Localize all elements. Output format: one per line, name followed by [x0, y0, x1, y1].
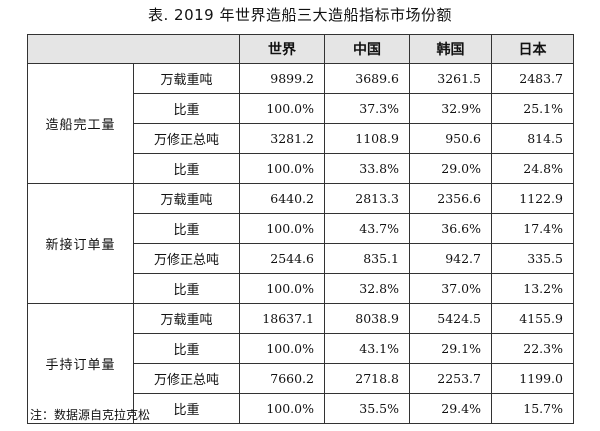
metric-label: 比重 — [133, 393, 240, 424]
value-cell: 37.3% — [324, 93, 410, 124]
value-cell: 4155.9 — [491, 303, 574, 334]
metric-label: 万修正总吨 — [133, 363, 240, 394]
table-row: 比重 100.0% 37.3% 32.9% 25.1% — [28, 93, 574, 124]
value-cell: 835.1 — [324, 243, 410, 274]
metric-label: 万载重吨 — [133, 303, 240, 334]
value-cell: 2253.7 — [409, 363, 492, 394]
metric-label: 比重 — [133, 93, 240, 124]
value-cell: 13.2% — [491, 273, 574, 304]
metric-label: 比重 — [133, 153, 240, 184]
metric-label: 比重 — [133, 273, 240, 304]
header-corner — [27, 34, 240, 64]
value-cell: 814.5 — [491, 123, 574, 154]
value-cell: 2544.6 — [239, 243, 325, 274]
metric-label: 万修正总吨 — [133, 243, 240, 274]
column-header: 日本 — [491, 34, 574, 64]
value-cell: 29.0% — [409, 153, 492, 184]
column-header: 中国 — [324, 34, 410, 64]
value-cell: 24.8% — [491, 153, 574, 184]
value-cell: 2813.3 — [324, 183, 410, 214]
group-label: 手持订单量 — [27, 303, 134, 424]
value-cell: 25.1% — [491, 93, 574, 124]
value-cell: 9899.2 — [239, 63, 325, 94]
value-cell: 100.0% — [239, 93, 325, 124]
value-cell: 29.4% — [409, 393, 492, 424]
group-label: 新接订单量 — [27, 183, 134, 304]
value-cell: 950.6 — [409, 123, 492, 154]
value-cell: 100.0% — [239, 273, 325, 304]
value-cell: 1108.9 — [324, 123, 410, 154]
value-cell: 2718.8 — [324, 363, 410, 394]
value-cell: 29.1% — [409, 333, 492, 364]
table-row: 比重 100.0% 35.5% 29.4% 15.7% — [28, 393, 574, 424]
value-cell: 7660.2 — [239, 363, 325, 394]
table-row: 万修正总吨 3281.2 1108.9 950.6 814.5 — [28, 123, 574, 154]
column-header: 世界 — [239, 34, 325, 64]
metric-label: 万修正总吨 — [133, 123, 240, 154]
metric-label: 比重 — [133, 213, 240, 244]
value-cell: 3689.6 — [324, 63, 410, 94]
value-cell: 18637.1 — [239, 303, 325, 334]
value-cell: 35.5% — [324, 393, 410, 424]
column-header: 韩国 — [409, 34, 492, 64]
value-cell: 100.0% — [239, 393, 325, 424]
group-label: 造船完工量 — [27, 63, 134, 184]
table-row: 新接订单量 万载重吨 6440.2 2813.3 2356.6 1122.9 — [27, 183, 574, 304]
table-row: 比重 100.0% 32.8% 37.0% 13.2% — [28, 273, 574, 304]
value-cell: 8038.9 — [324, 303, 410, 334]
header-row: 世界 中国 韩国 日本 — [27, 34, 574, 64]
value-cell: 3281.2 — [239, 123, 325, 154]
value-cell: 942.7 — [409, 243, 492, 274]
table-row: 比重 100.0% 33.8% 29.0% 24.8% — [28, 153, 574, 184]
value-cell: 2356.6 — [409, 183, 492, 214]
value-cell: 5424.5 — [409, 303, 492, 334]
value-cell: 1122.9 — [491, 183, 574, 214]
table-row: 万修正总吨 2544.6 835.1 942.7 335.5 — [28, 243, 574, 274]
value-cell: 2483.7 — [491, 63, 574, 94]
value-cell: 17.4% — [491, 213, 574, 244]
table-row: 比重 100.0% 43.7% 36.6% 17.4% — [28, 213, 574, 244]
shipbuilding-share-table: 世界 中国 韩国 日本 造船完工量 万载重吨 9899.2 3689.6 3261.5 2483.… — [27, 34, 574, 424]
value-cell: 6440.2 — [239, 183, 325, 214]
value-cell: 36.6% — [409, 213, 492, 244]
table-row: 造船完工量 万载重吨 9899.2 3689.6 3261.5 2483.7 — [27, 63, 574, 184]
value-cell: 37.0% — [409, 273, 492, 304]
value-cell: 1199.0 — [491, 363, 574, 394]
value-cell: 100.0% — [239, 333, 325, 364]
value-cell: 43.1% — [324, 333, 410, 364]
metric-label: 万载重吨 — [133, 63, 240, 94]
value-cell: 43.7% — [324, 213, 410, 244]
value-cell: 32.9% — [409, 93, 492, 124]
value-cell: 32.8% — [324, 273, 410, 304]
value-cell: 3261.5 — [409, 63, 492, 94]
value-cell: 100.0% — [239, 153, 325, 184]
metric-label: 比重 — [133, 333, 240, 364]
table-row: 手持订单量 万载重吨 18637.1 8038.9 5424.5 4155.9 — [27, 303, 574, 424]
value-cell: 335.5 — [491, 243, 574, 274]
value-cell: 15.7% — [491, 393, 574, 424]
value-cell: 100.0% — [239, 213, 325, 244]
source-note: 注：数据源自克拉克松 — [30, 408, 151, 422]
metric-label: 万载重吨 — [133, 183, 240, 214]
value-cell: 22.3% — [491, 333, 574, 364]
value-cell: 33.8% — [324, 153, 410, 184]
table-title: 表. 2019 年世界造船三大造船指标市场份额 — [148, 6, 452, 24]
